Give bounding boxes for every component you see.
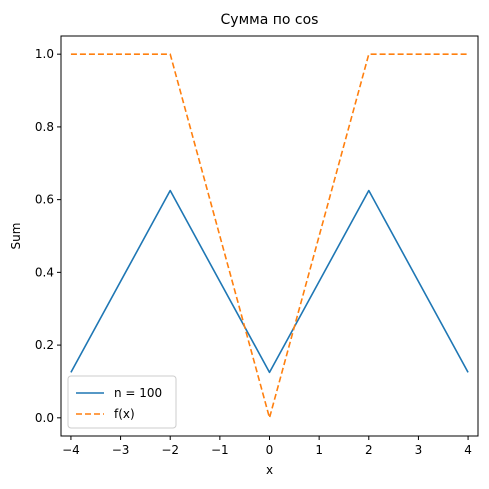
y-tick-label: 0.6 — [35, 193, 54, 207]
legend-box — [67, 375, 177, 429]
y-tick-label: 0.0 — [35, 411, 54, 425]
series-line-1 — [70, 53, 469, 419]
y-tick-label: 0.4 — [35, 265, 54, 279]
y-axis-ticks: 0.0 0.2 0.4 0.6 0.8 1.0 — [35, 47, 61, 425]
legend-entry-label: n = 100 — [114, 386, 162, 400]
x-tick-label: 4 — [464, 443, 472, 457]
x-tick-label: −4 — [62, 443, 80, 457]
x-tick-label: 3 — [415, 443, 423, 457]
legend-entry-label: f(x) — [114, 407, 135, 421]
series-group — [70, 53, 469, 419]
y-axis-label: Sum — [9, 223, 23, 250]
x-tick-label: −2 — [161, 443, 179, 457]
y-tick-label: 0.8 — [35, 120, 54, 134]
x-tick-label: 2 — [365, 443, 373, 457]
series-line-0 — [70, 189, 469, 374]
x-tick-label: 0 — [266, 443, 274, 457]
x-axis-label: x — [266, 463, 273, 477]
x-tick-label: −3 — [112, 443, 130, 457]
legend: n = 100 f(x) — [67, 375, 177, 429]
x-tick-label: −1 — [211, 443, 229, 457]
y-tick-label: 0.2 — [35, 338, 54, 352]
chart-title: Сумма по cos — [221, 12, 319, 28]
x-axis-ticks: −4 −3 −2 −1 0 1 2 3 4 — [62, 436, 472, 457]
y-tick-label: 1.0 — [35, 47, 54, 61]
x-tick-label: 1 — [315, 443, 323, 457]
